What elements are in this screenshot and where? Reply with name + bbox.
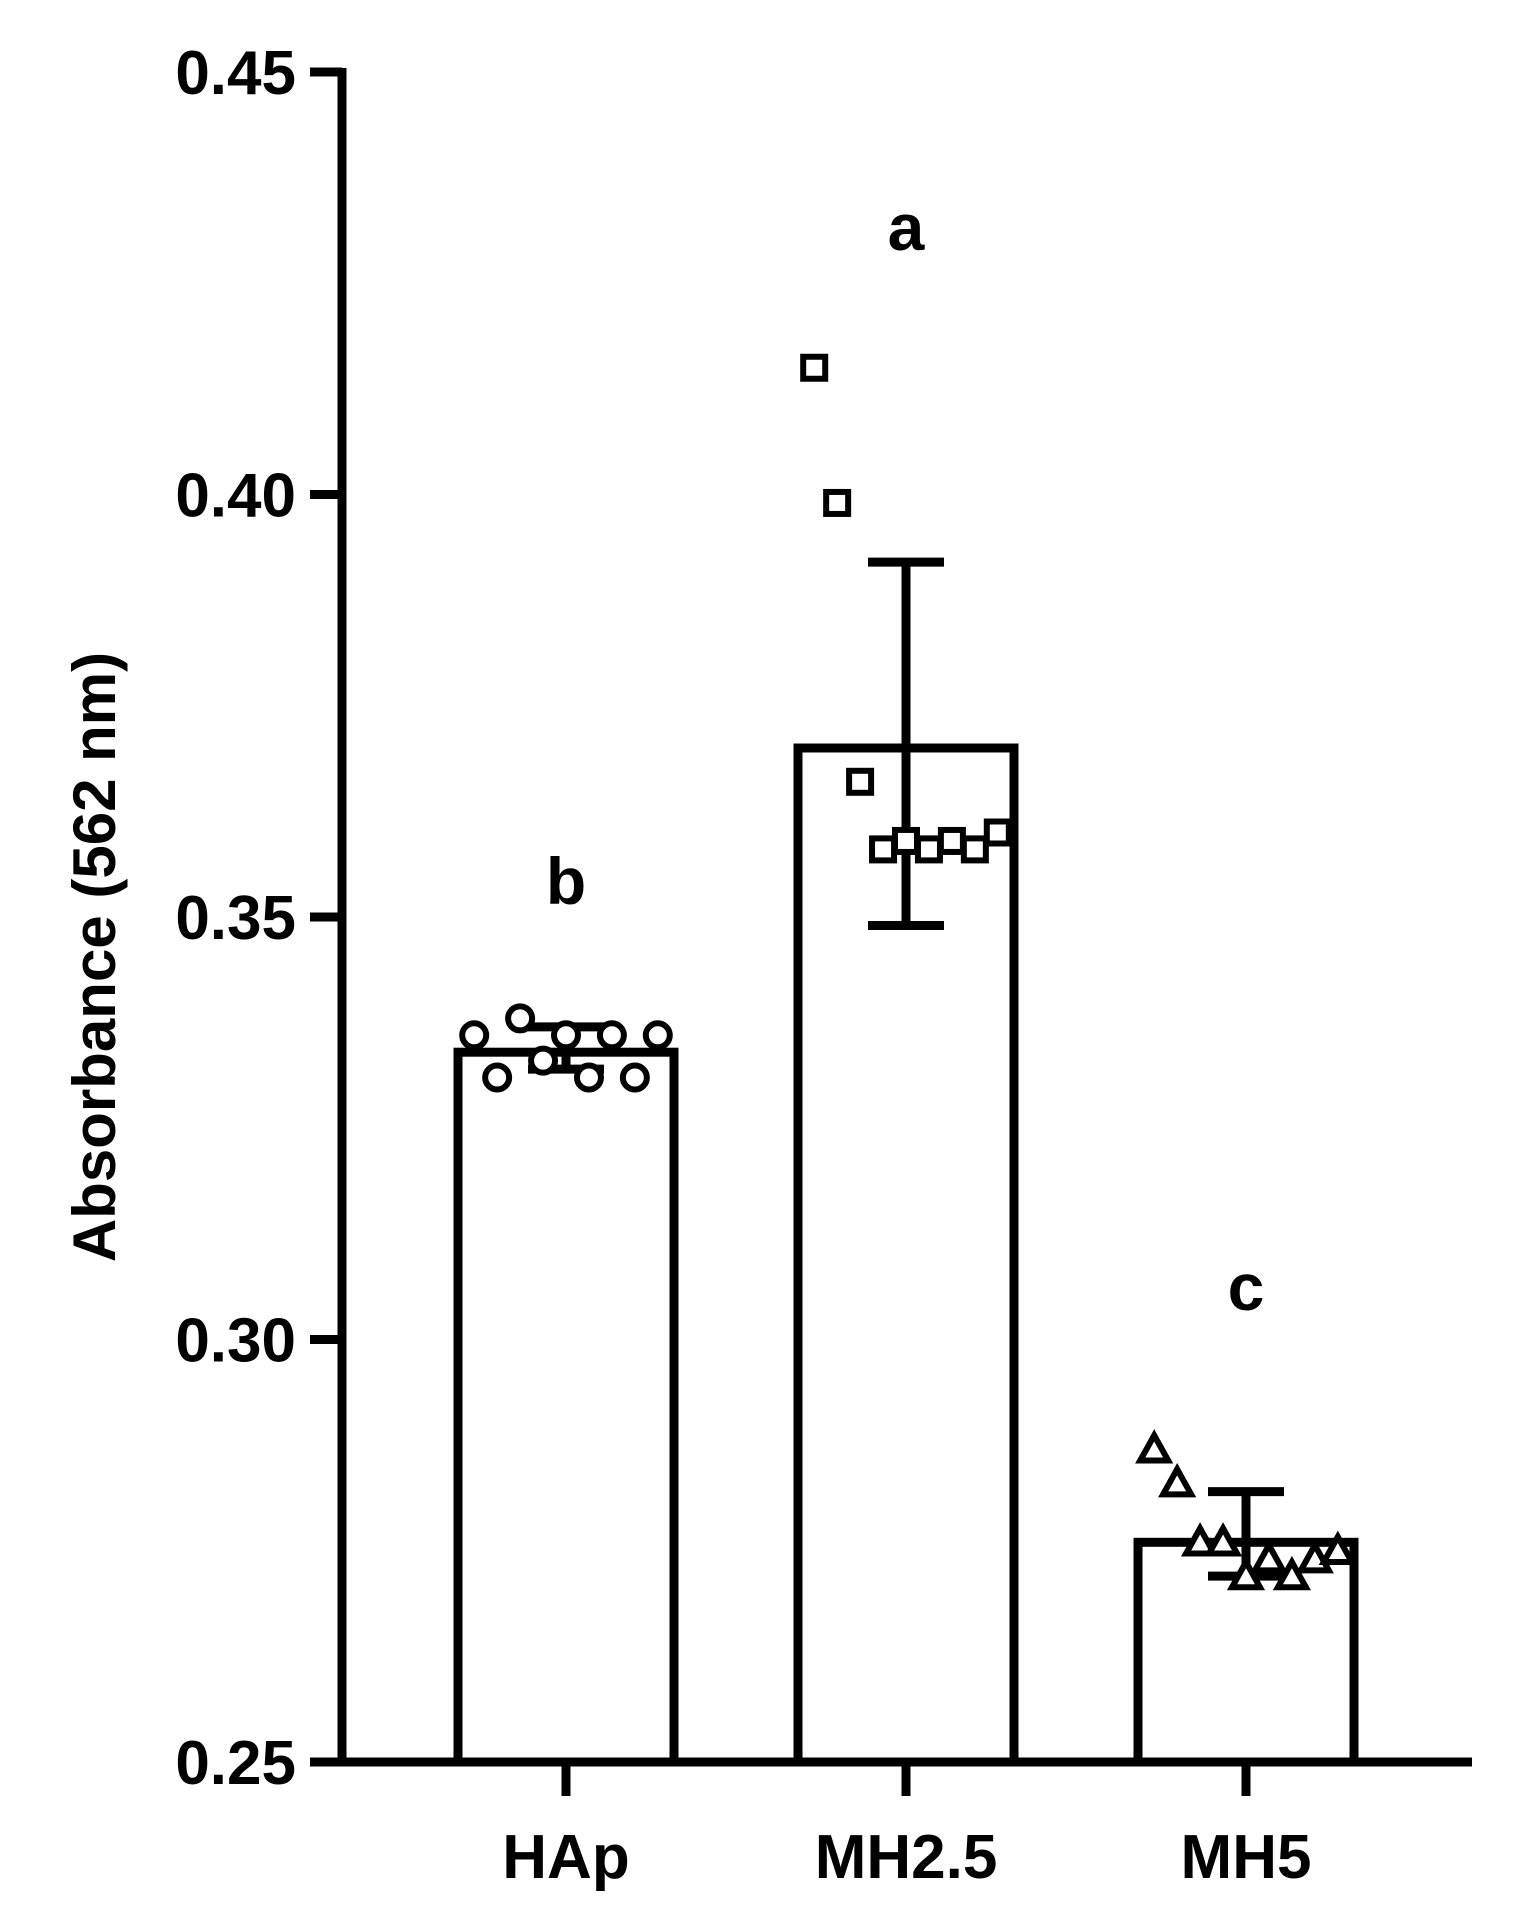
x-tick-label: HAp bbox=[502, 1823, 629, 1892]
y-tick-label: 0.35 bbox=[175, 884, 296, 953]
data-point bbox=[937, 826, 966, 855]
x-tick-label: MH5 bbox=[1181, 1823, 1312, 1892]
data-point bbox=[1181, 1522, 1220, 1557]
data-point bbox=[1249, 1539, 1289, 1574]
data-point bbox=[1226, 1555, 1266, 1591]
significance-letter-MH2.5: a bbox=[888, 190, 926, 264]
bar-HAp bbox=[453, 1047, 679, 1767]
data-point bbox=[983, 818, 1012, 847]
data-point bbox=[551, 1020, 581, 1051]
data-point bbox=[892, 826, 920, 855]
data-point bbox=[914, 835, 943, 864]
data-point bbox=[642, 1020, 673, 1051]
data-point bbox=[505, 1003, 536, 1034]
y-tick-label: 0.45 bbox=[175, 39, 296, 108]
data-point bbox=[482, 1062, 513, 1093]
significance-letter-HAp: b bbox=[546, 844, 586, 918]
significance-letter-MH5: c bbox=[1228, 1250, 1265, 1324]
data-points bbox=[459, 353, 1357, 1591]
axes: 0.25 0.30 0.35 0.40 0.45 HAp MH2.5 MH5 bbox=[175, 39, 1472, 1892]
data-point bbox=[596, 1020, 627, 1051]
data-point bbox=[1272, 1555, 1311, 1591]
data-point bbox=[1203, 1522, 1243, 1557]
significance-letters: b a c bbox=[546, 190, 1265, 1324]
data-point bbox=[1318, 1530, 1357, 1565]
data-point bbox=[619, 1062, 650, 1093]
data-point bbox=[823, 488, 852, 517]
data-point bbox=[869, 835, 898, 864]
x-tick-label: MH2.5 bbox=[815, 1823, 998, 1892]
data-point bbox=[800, 353, 829, 382]
data-point bbox=[960, 835, 989, 864]
axis-labels: Absorbance (562 nm) bbox=[61, 652, 128, 1262]
y-axis-title: Absorbance (562 nm) bbox=[61, 652, 128, 1262]
data-point bbox=[1158, 1462, 1197, 1498]
data-point bbox=[528, 1045, 559, 1076]
data-point bbox=[846, 767, 875, 796]
data-point bbox=[1135, 1429, 1174, 1464]
data-point bbox=[459, 1020, 490, 1051]
y-tick-label: 0.40 bbox=[175, 462, 296, 531]
data-point bbox=[573, 1062, 604, 1093]
y-tick-label: 0.25 bbox=[175, 1729, 296, 1798]
y-tick-label: 0.30 bbox=[175, 1307, 296, 1376]
